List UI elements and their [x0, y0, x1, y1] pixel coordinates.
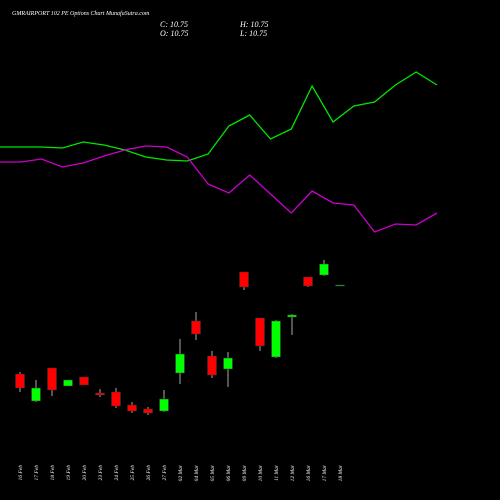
chart-title: GMRAIRPORT 102 PE Options Chart MunafaSu…	[12, 10, 150, 17]
candle-body	[127, 404, 137, 412]
x-tick-label: 26 Feb	[146, 465, 152, 481]
candle-body	[271, 320, 281, 358]
x-tick-label: 06 Mar	[226, 464, 232, 481]
candle-body	[63, 379, 73, 387]
x-tick-label: 27 Feb	[162, 465, 168, 481]
candle-body	[335, 284, 345, 287]
high-label: H: 10.75	[239, 20, 268, 29]
candle-body	[207, 355, 217, 376]
x-tick-label: 05 Mar	[210, 464, 216, 481]
low-label: L: 10.75	[239, 29, 267, 38]
candle-body	[255, 317, 265, 347]
x-tick-label: 16 Mar	[306, 464, 312, 481]
x-tick-label: 09 Mar	[242, 464, 248, 481]
x-tick-label: 12 Mar	[290, 464, 296, 481]
x-tick-label: 25 Feb	[130, 465, 136, 481]
close-label: C: 10.75	[160, 20, 188, 29]
candle-body	[239, 271, 249, 288]
x-tick-label: 18 Feb	[50, 465, 56, 481]
candle-body	[143, 408, 153, 414]
x-tick-label: 10 Mar	[258, 464, 264, 481]
x-tick-label: 17 Mar	[322, 464, 328, 481]
candle-body	[319, 263, 329, 276]
candle-body	[111, 391, 121, 407]
x-tick-label: 20 Feb	[82, 465, 88, 481]
candle-body	[223, 357, 233, 370]
x-tick-label: 16 Feb	[18, 465, 24, 481]
x-tick-label: 11 Mar	[274, 464, 280, 481]
open-label: O: 10.75	[160, 29, 188, 38]
x-tick-label: 23 Feb	[98, 465, 104, 481]
candle-body	[191, 320, 201, 335]
candle-body	[95, 392, 105, 396]
candle-body	[175, 353, 185, 374]
candle-body	[303, 276, 313, 287]
indicator-line	[0, 71, 438, 162]
x-tick-label: 24 Feb	[113, 465, 120, 481]
candle-body	[287, 314, 297, 318]
x-tick-label: 02 Mar	[178, 464, 184, 481]
indicator-line	[0, 145, 438, 233]
x-tick-label: 18 Mar	[338, 464, 344, 481]
candle-body	[47, 367, 57, 391]
x-tick-label: 17 Feb	[34, 465, 40, 481]
candle-body	[31, 387, 41, 402]
candle-body	[15, 373, 25, 389]
x-tick-label: 19 Feb	[66, 465, 72, 481]
candle-body	[79, 376, 89, 386]
x-tick-label: 04 Mar	[193, 464, 200, 481]
candle-body	[159, 398, 169, 412]
